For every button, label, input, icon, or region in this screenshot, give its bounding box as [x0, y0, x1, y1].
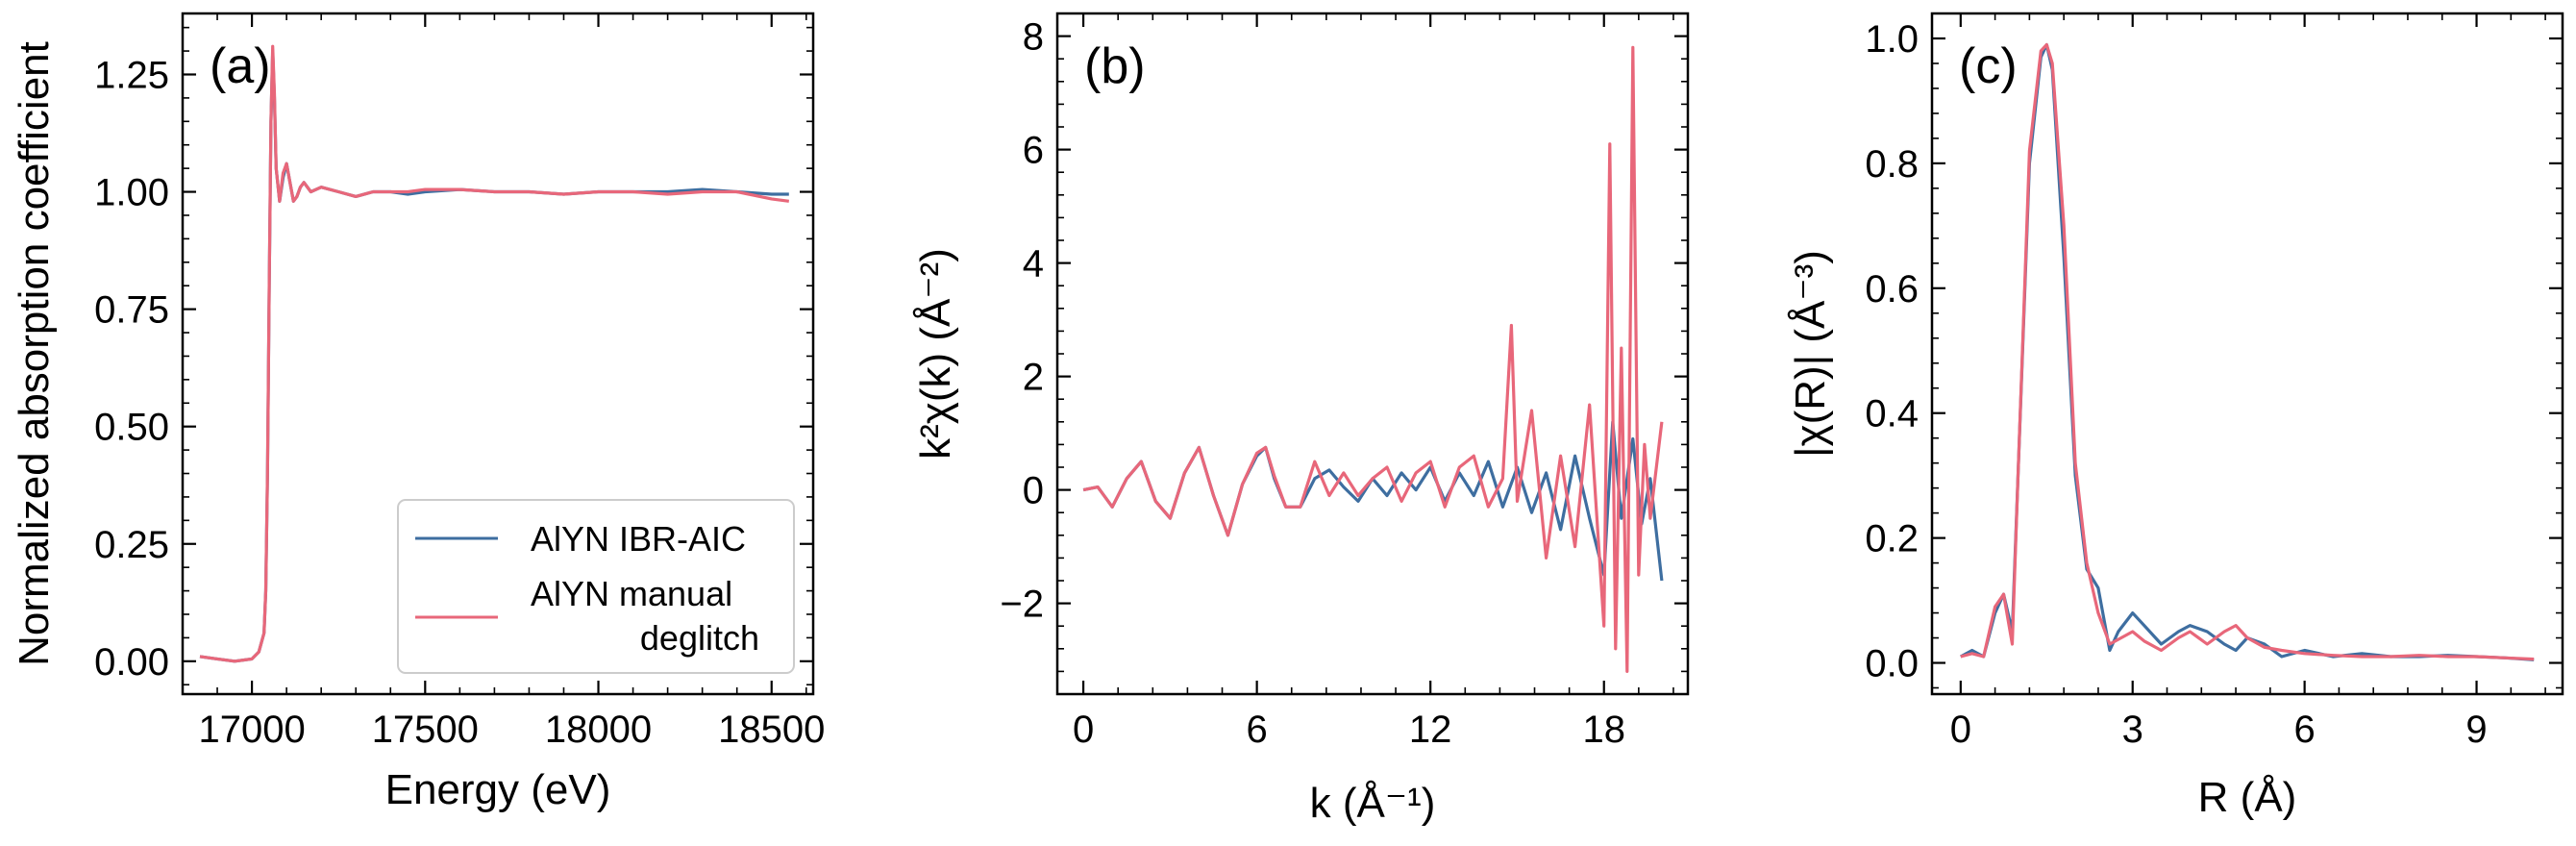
- legend-label-1-line2: deglitch: [640, 618, 759, 658]
- panel-a-ytick-label: 0.00: [94, 641, 169, 684]
- panel-c-frame: [1930, 12, 2564, 696]
- panel-b-ylabel: k²χ(k) (Å⁻²): [912, 248, 959, 460]
- panel-b-plot-area: [1082, 45, 1664, 673]
- panel-c-ytick-label: 1.0: [1865, 18, 1919, 61]
- panel-c-xtick-label: 0: [1950, 709, 1971, 751]
- panel-c-label: (c): [1959, 38, 2018, 94]
- panel-a-xtick-label: 18500: [718, 709, 825, 751]
- panel-b-frame: [1055, 12, 1690, 696]
- panel-a-ytick-label: 1.00: [94, 172, 169, 214]
- panel-a-ytick-label: 1.25: [94, 54, 169, 96]
- panel-c-ytick-label: 0.8: [1865, 143, 1919, 186]
- panel-c-ytick-label: 0.6: [1865, 268, 1919, 311]
- panel-b-ytick-label: 8: [1023, 16, 1044, 59]
- panel-b-label: (b): [1084, 38, 1146, 94]
- panel-a-ytick-label: 0.25: [94, 524, 169, 566]
- panel-c-xtick-label: 6: [2294, 709, 2316, 751]
- panel-c: 0 3 6 9 0.0 0.2 0.4 0.6 0.8 1.0 (c) R (Å) |χ(R)| …: [1787, 12, 2564, 821]
- panel-a-label: (a): [210, 38, 271, 94]
- panel-b-xtick-label: 0: [1073, 709, 1094, 751]
- panel-b-ytick-label: 2: [1023, 357, 1044, 399]
- panel-b-ytick-label: 6: [1023, 130, 1044, 172]
- panel-b-ytick-label: 0: [1023, 470, 1044, 512]
- panel-a-frame: [181, 12, 815, 696]
- panel-b: 0 6 12 18 −2 0 2 4 6 8 (b) k (Å⁻¹) k²χ(k) (Å⁻²): [912, 12, 1690, 827]
- legend-label-0: AlYN IBR-AIC: [531, 519, 746, 559]
- panel-b-ticks: 0 6 12 18 −2 0 2 4 6 8: [1000, 13, 1688, 751]
- panel-a-ytick-label: 0.75: [94, 289, 169, 332]
- panel-b-xtick-label: 18: [1582, 709, 1625, 751]
- panel-c-ylabel: |χ(R)| (Å⁻³): [1787, 250, 1834, 458]
- panel-b-ytick-label: 4: [1023, 243, 1044, 286]
- panel-a-plot-area: [199, 44, 790, 663]
- panel-a-xlabel: Energy (eV): [385, 766, 611, 813]
- panel-a-xtick-label: 17500: [372, 709, 479, 751]
- panel-c-ytick-label: 0.0: [1865, 643, 1919, 685]
- legend-label-1: AlYN manual: [531, 574, 732, 613]
- panel-c-ytick-label: 0.4: [1865, 393, 1919, 435]
- panel-a-series-1: [199, 44, 790, 663]
- panel-c-series-1: [1960, 42, 2535, 661]
- panel-c-xtick-label: 9: [2465, 709, 2487, 751]
- panel-a: 17000 17500 18000 18500 0.00 0.25 0.50 0.75 1.00…: [11, 12, 825, 813]
- panel-b-xtick-label: 6: [1247, 709, 1268, 751]
- panel-a-ytick-label: 0.50: [94, 407, 169, 449]
- panel-a-xtick-label: 18000: [545, 709, 652, 751]
- legend-box: [397, 499, 795, 674]
- panel-a-ticks: 17000 17500 18000 18500 0.00 0.25 0.50 0.75 1.00…: [94, 13, 825, 751]
- panel-b-xlabel: k (Å⁻¹): [1310, 780, 1436, 827]
- panel-a-ylabel: Normalized absorption coefficient: [11, 41, 58, 666]
- panel-b-xtick-label: 12: [1409, 709, 1452, 751]
- legend: AlYN IBR-AIC AlYN manual deglitch: [397, 499, 795, 674]
- panel-b-series-0: [1082, 420, 1664, 582]
- panel-c-xlabel: R (Å): [2198, 774, 2297, 821]
- panel-a-xtick-label: 17000: [198, 709, 305, 751]
- panel-b-ytick-label: −2: [1000, 584, 1044, 626]
- panel-b-series-1: [1082, 45, 1664, 673]
- panel-c-xtick-label: 3: [2122, 709, 2143, 751]
- panel-c-ytick-label: 0.2: [1865, 518, 1919, 560]
- panel-c-series-0: [1960, 42, 2535, 661]
- panel-c-ticks: 0 3 6 9 0.0 0.2 0.4 0.6 0.8 1.0: [1865, 13, 2563, 751]
- panel-c-plot-area: [1960, 42, 2535, 661]
